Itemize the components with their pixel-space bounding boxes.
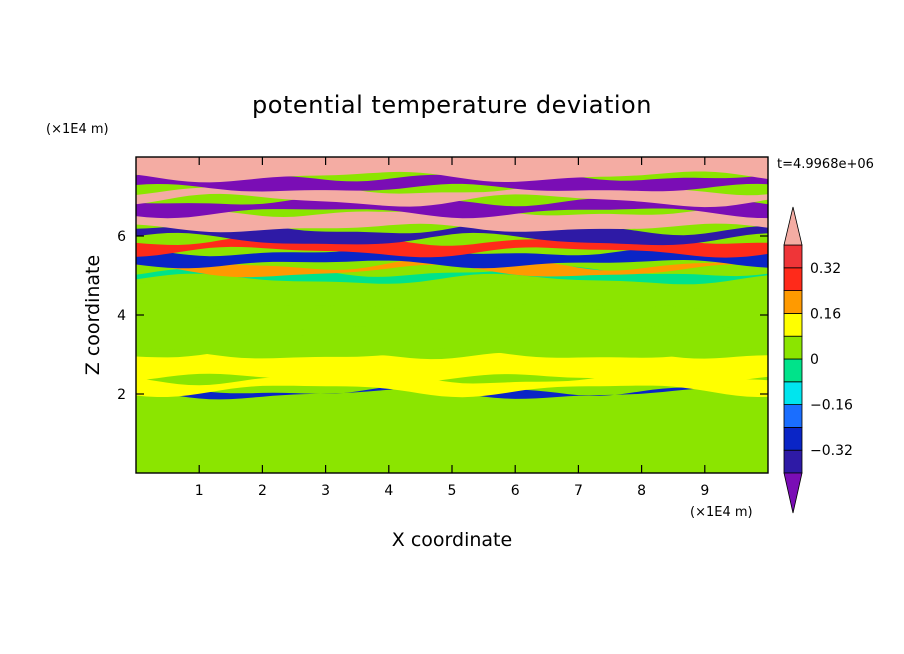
field-layer	[136, 172, 768, 192]
z-unit-label: (×1E4 m)	[46, 122, 109, 137]
x-tick-label: 9	[700, 483, 709, 499]
contour-field	[136, 157, 768, 473]
z-axis: 2 4 6	[117, 229, 768, 403]
field-layer	[136, 274, 768, 312]
x-axis-label: X coordinate	[392, 529, 512, 551]
colorbar-band	[783, 290, 803, 314]
colorbar-extend-top	[783, 206, 803, 246]
x-tick-label: 2	[258, 483, 267, 499]
field-layer	[136, 207, 768, 233]
x-tick-label: 4	[384, 483, 393, 499]
x-tick-label: 8	[637, 483, 646, 499]
colorbar-band	[783, 335, 803, 360]
colorbar-band	[783, 267, 803, 291]
field-layer	[136, 247, 768, 269]
field-layer	[136, 221, 768, 246]
field-layer	[136, 389, 768, 473]
z-axis-label: Z coordinate	[82, 255, 104, 375]
x-tick-label: 6	[511, 483, 520, 499]
field-layer	[136, 195, 768, 219]
field-layer	[136, 300, 768, 338]
colorbar-band	[783, 312, 803, 337]
x-tick-label: 7	[574, 483, 583, 499]
x-unit-label: (×1E4 m)	[690, 505, 753, 520]
colorbar-band	[783, 449, 803, 474]
x-tick-label: 1	[195, 483, 204, 499]
colorbar-extend-bottom	[783, 472, 803, 514]
colorbar-tick-label: 0.32	[810, 261, 841, 277]
colorbar-band	[783, 404, 803, 428]
colorbar: 0.32 0.16 0 −0.16 −0.32	[783, 206, 853, 514]
x-tick-label: 3	[321, 483, 330, 499]
colorbar-tick-label: −0.32	[810, 443, 853, 459]
colorbar-tick-label: −0.16	[810, 398, 853, 414]
z-tick-label: 2	[117, 387, 126, 403]
field-layer	[136, 325, 768, 359]
colorbar-band	[783, 244, 803, 269]
x-axis: 1 2 3 4 5 6 7 8 9	[195, 157, 709, 499]
colorbar-band	[783, 358, 803, 383]
colorbar-tick-label: 0	[810, 352, 819, 368]
chart-title: potential temperature deviation	[252, 91, 652, 119]
z-tick-label: 6	[117, 229, 126, 245]
colorbar-tick-label: 0.16	[810, 306, 841, 322]
time-label: t=4.9968e+06	[777, 157, 874, 172]
field-layer	[136, 256, 768, 278]
colorbar-band	[783, 381, 803, 405]
field-layer	[136, 157, 768, 183]
x-tick-label: 5	[448, 483, 457, 499]
z-tick-label: 4	[117, 308, 126, 324]
colorbar-band	[783, 426, 803, 451]
field-layer	[136, 350, 768, 383]
